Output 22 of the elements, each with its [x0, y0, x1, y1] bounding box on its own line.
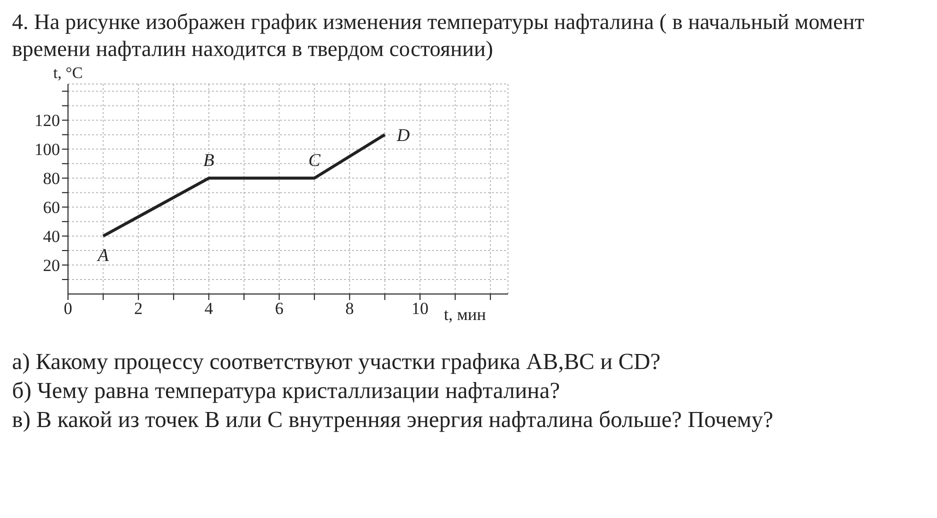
y-tick-label: 60 — [43, 198, 60, 218]
y-tick-label: 80 — [43, 169, 60, 188]
annotation: C — [308, 150, 322, 170]
x-tick-label: 10 — [412, 299, 428, 318]
y-axis-title: t, °C — [53, 65, 83, 82]
x-tick-label: 4 — [204, 299, 214, 318]
text: в) В какой из точек В или С внутренняя энергия нафталина больше? Почему? — [12, 406, 774, 434]
y-tick-label: 20 — [43, 256, 60, 276]
x-tick-label: 6 — [274, 299, 284, 318]
x-tick-label: 8 — [345, 299, 354, 318]
x-tick-label: 0 — [64, 299, 72, 318]
annotation: A — [96, 244, 110, 265]
annotation: B — [203, 150, 214, 170]
x-axis-title: t, мин — [444, 305, 486, 324]
x-tick-label: 2 — [134, 299, 143, 318]
annotation: D — [396, 125, 410, 146]
y-tick-label: 40 — [43, 227, 60, 246]
y-tick-label: 120 — [34, 111, 60, 130]
text: а) Какому процессу соответствуют участки графика АВ,ВС и СD? — [12, 348, 662, 376]
text: б) Чему равна температура кристаллизации нафталина? — [12, 377, 561, 405]
y-tick-label: 100 — [34, 140, 60, 160]
chart-title: 4. На рисунке изображен график изменения температуры нафталина ( в начальный момент времени нафталин находится в твердом состоянии) — [11, 8, 866, 62]
